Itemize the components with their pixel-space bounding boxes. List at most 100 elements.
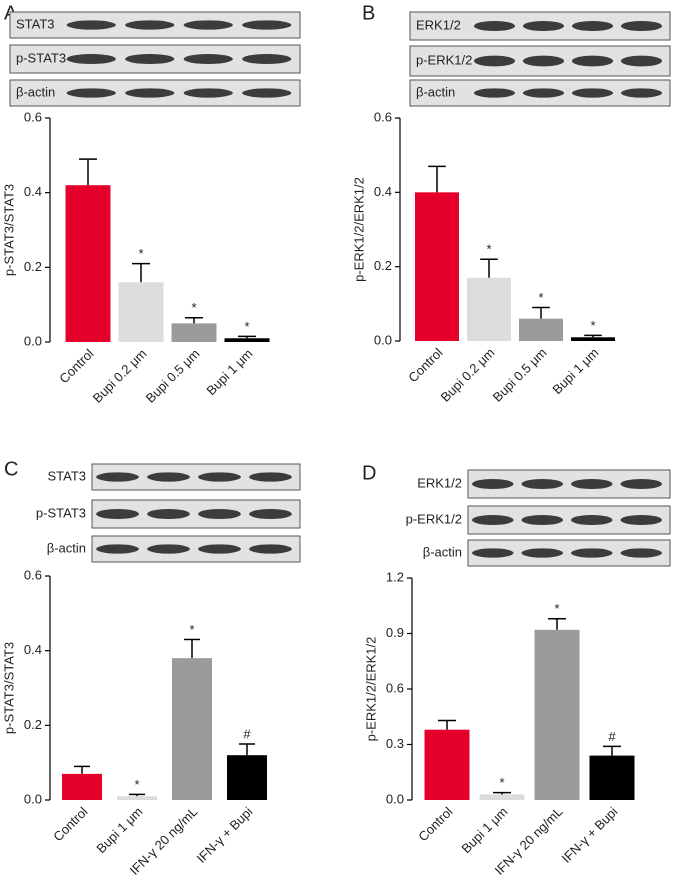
blot-band xyxy=(620,478,663,490)
y-tick-label: 0.0 xyxy=(374,332,392,347)
blot-label: STAT3 xyxy=(47,468,86,483)
y-tick-label: 0.6 xyxy=(24,567,42,582)
y-tick-label: 0.0 xyxy=(24,333,42,348)
y-tick-label: 0.0 xyxy=(24,791,42,806)
blot-band xyxy=(147,508,190,520)
panel-letter: C xyxy=(4,458,18,480)
blot-band xyxy=(620,55,663,67)
y-tick-label: 0.6 xyxy=(374,109,392,124)
y-tick-label: 0.4 xyxy=(24,642,42,657)
blot-band xyxy=(571,20,614,32)
y-tick-label: 0.4 xyxy=(24,184,42,199)
y-tick-label: 0.3 xyxy=(386,736,404,751)
blot-band xyxy=(125,20,175,30)
blot-label: ERK1/2 xyxy=(417,475,462,490)
blot-band xyxy=(183,88,233,98)
panel-group: ASTAT3p-STAT3β-actin0.00.20.40.6p-STAT3/… xyxy=(1,2,301,406)
x-tick-label: Bupi 0.5 μm xyxy=(490,345,550,405)
panel-group: C STAT3 p-STAT3 β-actin 0.0 0.2 0.4 0.6 p-STAT3/… xyxy=(1,458,301,878)
x-tick-label: Bupi 1 μm xyxy=(93,804,145,856)
blot-band xyxy=(471,478,514,490)
panel-letter: B xyxy=(362,2,375,24)
blot-band xyxy=(522,88,565,98)
bar xyxy=(534,629,580,800)
blot-band xyxy=(471,548,514,558)
bar xyxy=(467,277,511,341)
blot-band xyxy=(198,472,241,482)
blot-band xyxy=(183,20,233,30)
significance-mark: * xyxy=(134,777,139,792)
significance-mark: * xyxy=(499,775,504,790)
bar xyxy=(172,658,212,800)
blot-band xyxy=(620,514,663,526)
blot-band xyxy=(570,514,613,526)
blot-band xyxy=(620,548,663,558)
y-tick-label: 1.2 xyxy=(386,569,404,584)
blot-label: STAT3 xyxy=(16,16,55,31)
x-tick-label: IFN-γ + Bupi xyxy=(559,804,621,866)
blot-label: β-actin xyxy=(47,540,86,555)
bar xyxy=(224,338,270,342)
y-tick-label: 0.6 xyxy=(386,680,404,695)
blot-band xyxy=(471,514,514,526)
blot-band xyxy=(147,472,190,482)
bar xyxy=(519,318,563,341)
blot-band xyxy=(125,53,175,65)
blot-label: p-STAT3 xyxy=(36,505,86,520)
significance-mark: * xyxy=(191,300,196,315)
blot-band xyxy=(521,514,564,526)
blot-band xyxy=(66,88,116,98)
blot-band xyxy=(183,53,233,65)
blot-label: β-actin xyxy=(423,544,462,559)
blot-band xyxy=(473,20,516,32)
x-tick-label: Control xyxy=(415,804,455,844)
x-tick-label: Bupi 0.2 μm xyxy=(438,345,498,405)
blot-band xyxy=(66,20,116,30)
y-axis-label: p-STAT3/STAT3 xyxy=(1,642,16,734)
bar xyxy=(117,796,157,800)
blot-band xyxy=(66,53,116,65)
bar xyxy=(62,773,102,800)
blot-band xyxy=(521,478,564,490)
blot-label: p-ERK1/2 xyxy=(406,511,462,526)
significance-mark: * xyxy=(538,290,543,305)
bar xyxy=(227,755,267,800)
blot-label: p-ERK1/2 xyxy=(416,52,472,67)
bar xyxy=(479,794,525,800)
bar xyxy=(171,323,217,342)
blot-band xyxy=(522,20,565,32)
significance-mark: * xyxy=(590,318,595,333)
significance-mark: * xyxy=(244,319,249,334)
bar xyxy=(571,337,615,341)
y-axis-label: p-ERK1/2/ERK1/2 xyxy=(351,177,366,282)
x-tick-label: Control xyxy=(50,804,90,844)
y-tick-label: 0.2 xyxy=(24,717,42,732)
panel-group: B ERK1/2 p-ERK1/2 β-actin 0.0 0.2 0.4 0.6 p-ERK1… xyxy=(351,2,671,405)
bar xyxy=(424,729,470,800)
bar xyxy=(589,755,635,800)
significance-mark: * xyxy=(486,242,491,257)
blot-band xyxy=(249,544,292,554)
blot-band xyxy=(522,55,565,67)
blot-band xyxy=(242,88,292,98)
blot-band xyxy=(242,20,292,30)
x-tick-label: Bupi 1 μm xyxy=(549,345,601,397)
blot-band xyxy=(96,508,139,520)
blot-band xyxy=(249,472,292,482)
blot-band xyxy=(570,548,613,558)
y-axis-label: p-STAT3/STAT3 xyxy=(1,184,16,276)
significance-mark: # xyxy=(608,729,616,744)
bar xyxy=(415,192,459,341)
blot-band xyxy=(620,88,663,98)
blot-band xyxy=(570,478,613,490)
panel-letter: D xyxy=(362,462,376,484)
x-tick-label: Control xyxy=(405,345,445,385)
x-tick-label: IFN-γ + Bupi xyxy=(194,804,256,866)
x-tick-label: Bupi 1 μm xyxy=(203,346,255,398)
y-tick-label: 0.6 xyxy=(24,109,42,124)
blot-band xyxy=(473,55,516,67)
significance-mark: * xyxy=(189,622,194,637)
bar xyxy=(65,185,111,342)
significance-mark: # xyxy=(243,726,251,741)
